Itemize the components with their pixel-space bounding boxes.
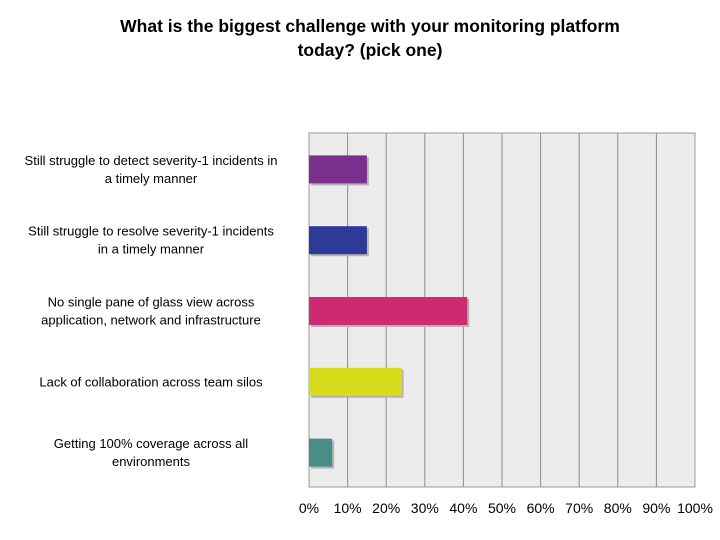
chart-title-line-1: What is the biggest challenge with your … [120,16,620,36]
bar [309,367,402,396]
x-tick-label: 80% [604,500,632,516]
bar [309,438,333,467]
category-label: Lack of collaboration across team silos [39,374,263,389]
x-tick-label: 100% [677,500,713,516]
x-tick-label: 90% [642,500,670,516]
category-label: a timely manner [105,171,198,186]
bar [309,155,367,184]
bar [309,226,367,255]
bar [309,297,468,325]
x-tick-label: 70% [565,500,593,516]
category-label: Still struggle to detect severity-1 inci… [25,153,278,168]
category-label: environments [112,454,191,469]
chart-title-line-2: today? (pick one) [297,40,443,60]
chart-title: What is the biggest challenge with your … [60,14,680,62]
x-tick-label: 0% [299,500,319,516]
category-label: Getting 100% coverage across all [54,436,248,451]
category-label: application, network and infrastructure [41,313,261,328]
x-tick-label: 50% [488,500,516,516]
x-tick-label: 30% [411,500,439,516]
category-label: Still struggle to resolve severity-1 inc… [28,224,274,239]
category-label: No single pane of glass view across [48,295,255,310]
category-label: in a timely manner [98,242,205,257]
x-tick-label: 10% [334,500,362,516]
x-tick-label: 20% [372,500,400,516]
x-tick-label: 40% [449,500,477,516]
x-tick-label: 60% [527,500,555,516]
